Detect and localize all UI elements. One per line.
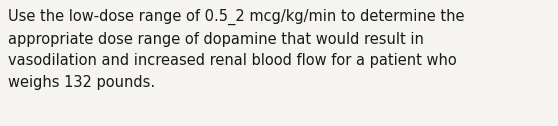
Text: Use the low-dose range of 0.5_2 mcg/kg/min to determine the
appropriate dose ran: Use the low-dose range of 0.5_2 mcg/kg/m… — [8, 9, 465, 90]
